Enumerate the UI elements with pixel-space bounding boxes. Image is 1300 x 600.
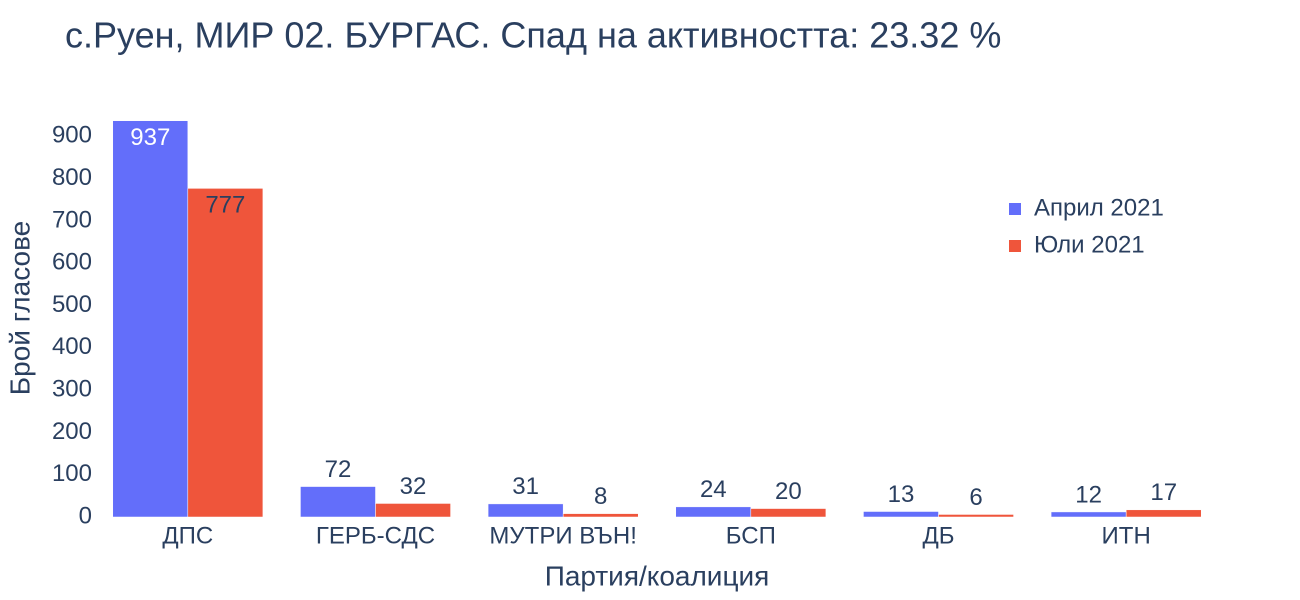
- y-axis-title: Брой гласове: [4, 221, 35, 395]
- value-label: 777: [205, 192, 245, 219]
- bar: [675, 506, 752, 518]
- y-tick-label: 400: [52, 333, 92, 360]
- bar: [863, 511, 939, 518]
- bar: [187, 188, 264, 518]
- bar: [300, 486, 376, 518]
- x-tick-label: ДБ: [922, 522, 954, 549]
- y-tick-label: 500: [52, 291, 92, 318]
- legend-swatch: [1009, 203, 1021, 215]
- y-tick-label: 0: [79, 502, 92, 529]
- y-tick-label: 900: [52, 122, 92, 149]
- y-tick-label: 800: [52, 164, 92, 191]
- bar: [1125, 509, 1202, 518]
- bar: [375, 503, 451, 518]
- y-tick-label: 700: [52, 206, 92, 233]
- bar: [750, 508, 827, 518]
- value-label: 31: [512, 473, 539, 500]
- value-label: 8: [594, 483, 607, 510]
- value-label: 24: [700, 476, 727, 503]
- legend-swatch: [1009, 240, 1021, 252]
- y-tick-label: 100: [52, 460, 92, 487]
- chart-title: с.Руен, МИР 02. БУРГАС. Спад на активнос…: [65, 15, 1001, 56]
- y-tick-label: 300: [52, 375, 92, 402]
- x-tick-label: ГЕРБ-СДС: [316, 522, 435, 549]
- bar: [938, 514, 1014, 518]
- x-tick-label: БСП: [726, 522, 776, 549]
- bar: [487, 503, 564, 518]
- bar: [562, 513, 639, 518]
- x-axis-title: Партия/коалиция: [545, 560, 770, 591]
- y-tick-label: 200: [52, 418, 92, 445]
- value-label: 13: [888, 481, 915, 508]
- value-label: 17: [1150, 479, 1177, 506]
- legend-label: Април 2021: [1034, 194, 1164, 221]
- value-label: 32: [400, 473, 427, 500]
- x-tick-label: МУТРИ ВЪН!: [489, 522, 636, 549]
- x-tick-label: ИТН: [1102, 522, 1151, 549]
- y-tick-label: 600: [52, 249, 92, 276]
- value-label: 6: [969, 484, 982, 511]
- bar: [112, 120, 189, 518]
- legend-label: Юли 2021: [1034, 231, 1145, 258]
- x-tick-label: ДПС: [162, 522, 213, 549]
- value-label: 72: [325, 456, 352, 483]
- bar: [1050, 511, 1127, 518]
- value-label: 20: [775, 478, 802, 505]
- value-label: 12: [1075, 481, 1102, 508]
- value-label: 937: [130, 124, 170, 151]
